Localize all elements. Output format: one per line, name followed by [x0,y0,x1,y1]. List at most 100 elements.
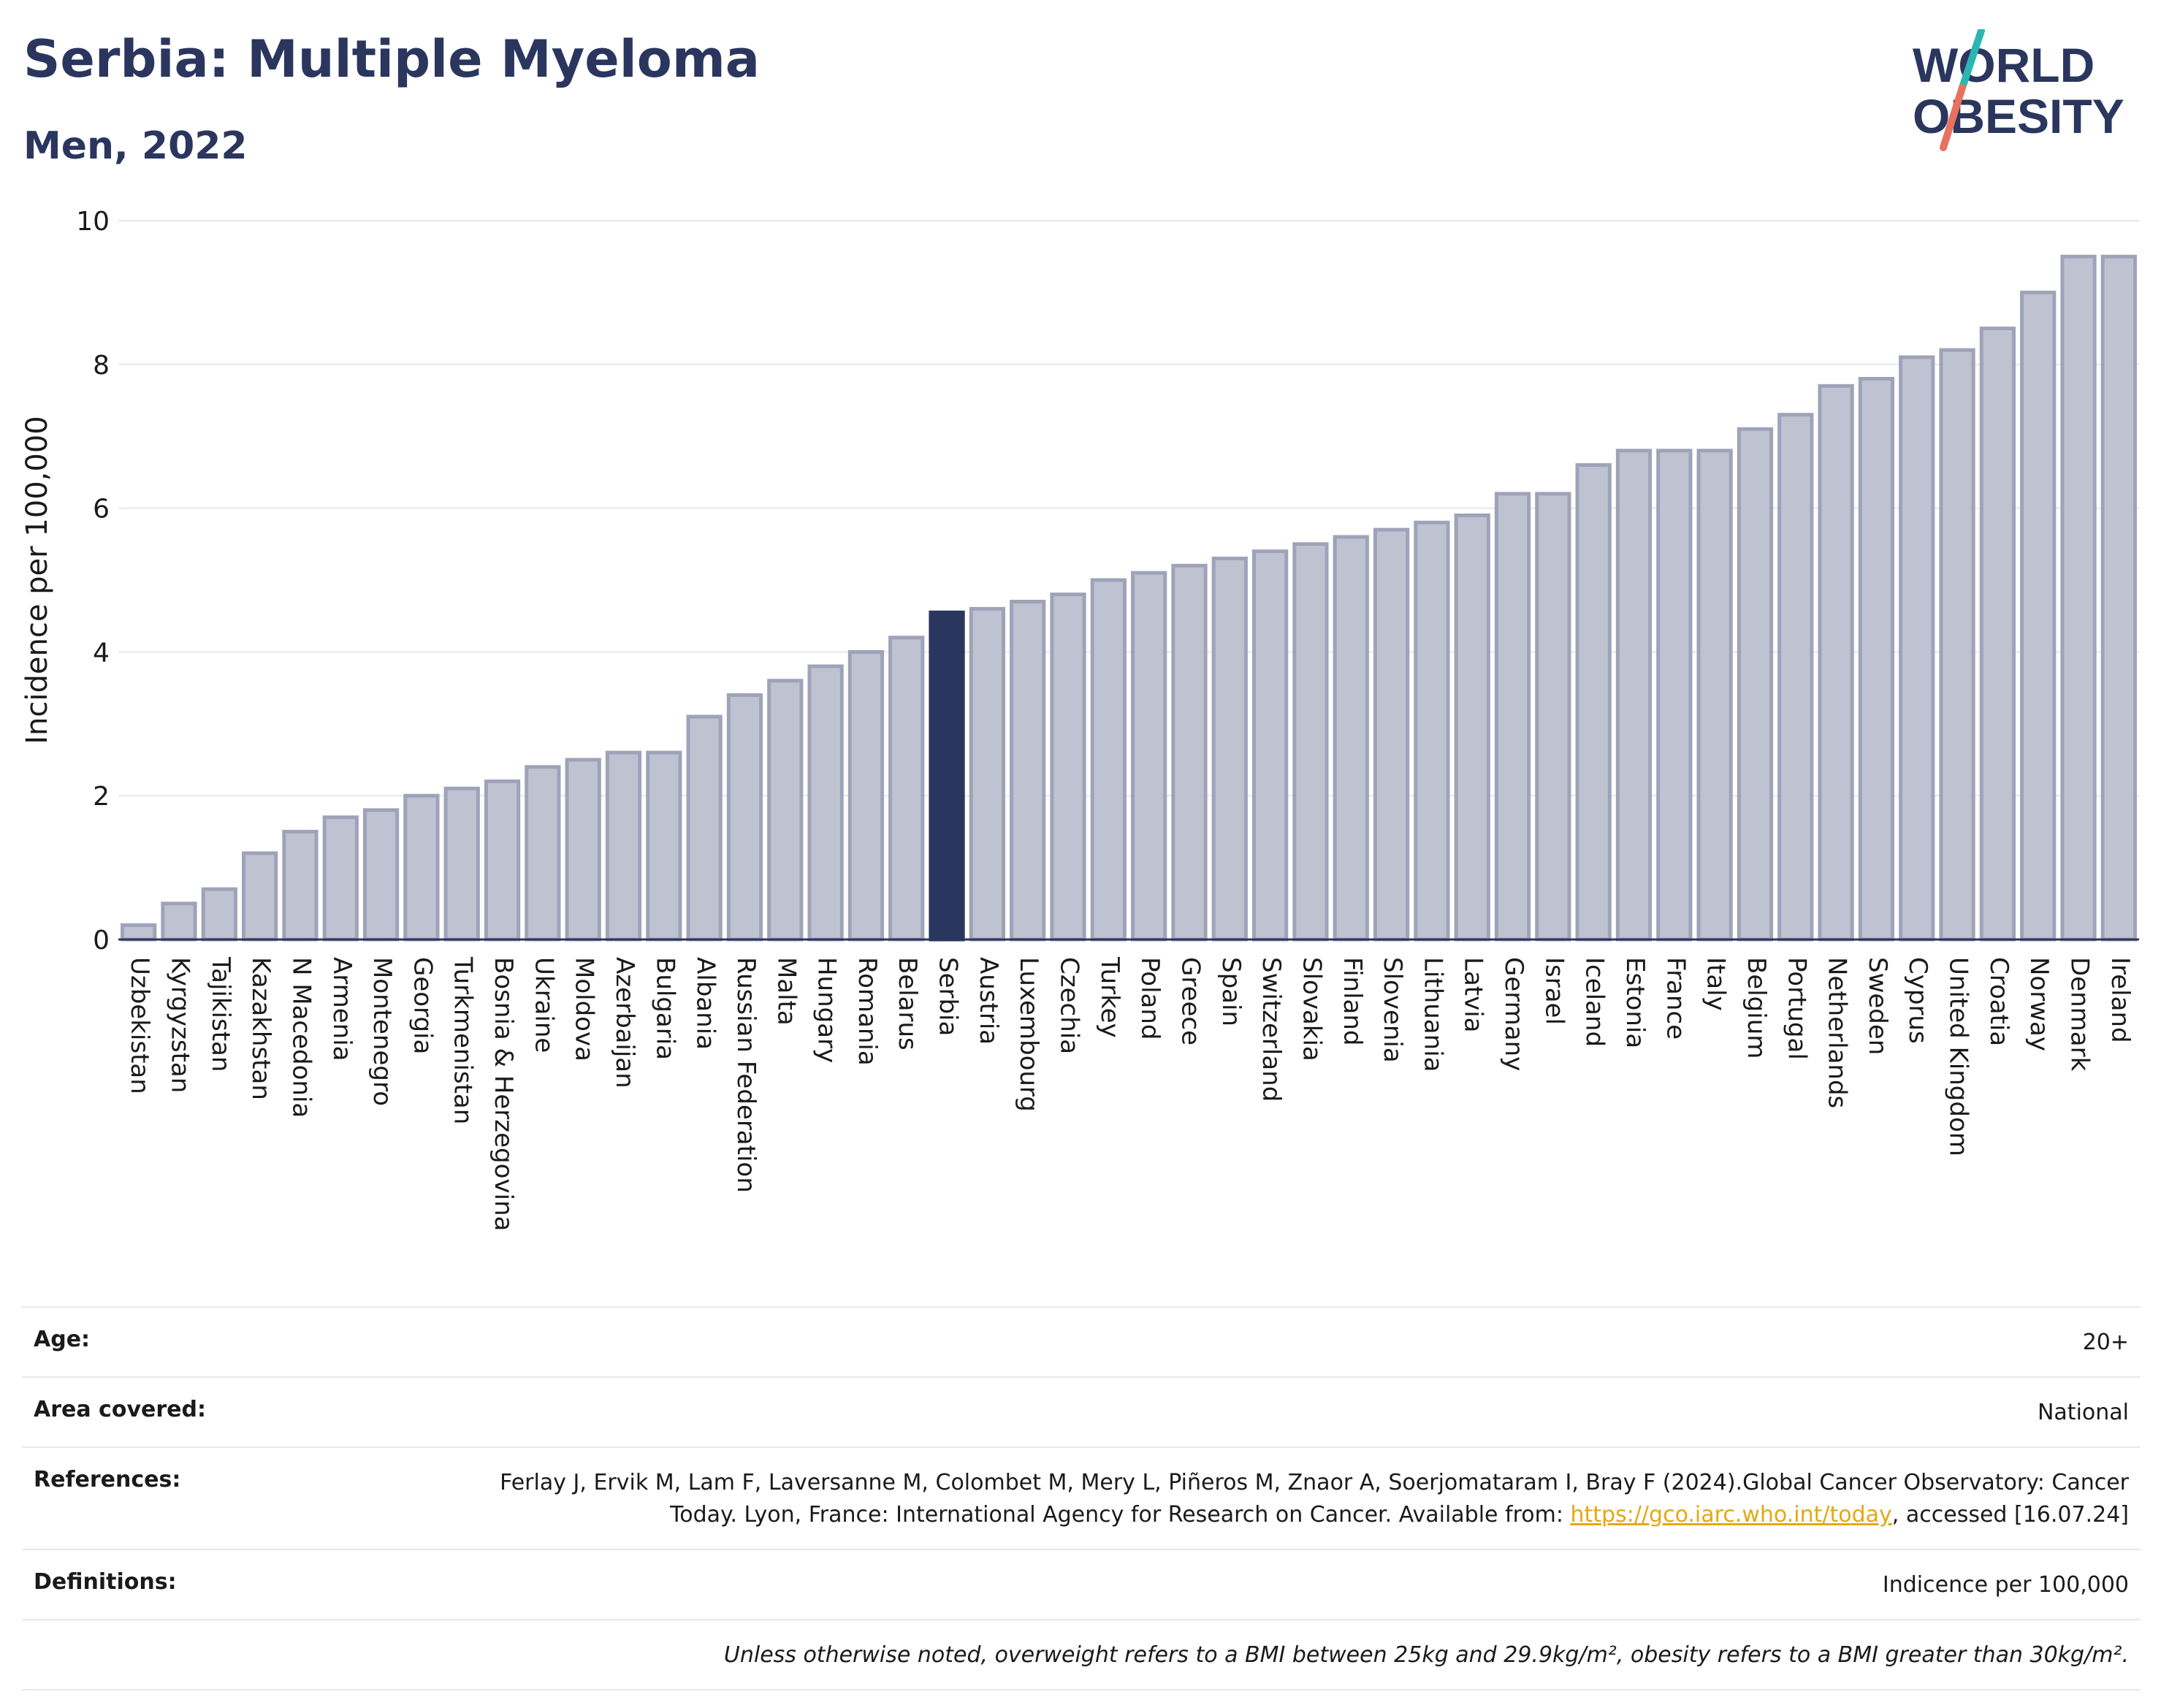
age-value: 20+ [2082,1330,2129,1355]
references-label: References: [34,1467,181,1492]
bar [1494,492,1531,942]
x-tick-label: Czechia [1055,957,1084,1054]
bar [1251,549,1289,942]
x-tick-label: Denmark [2065,957,2095,1072]
page-title: Serbia: Multiple Myeloma [23,29,761,89]
bar [969,606,1006,942]
bar [1373,527,1410,942]
x-tick-label: Estonia [1620,957,1650,1048]
bar [2100,254,2137,942]
bar [1899,355,1935,942]
y-tick-label: 8 [93,351,110,381]
bar [888,636,925,942]
x-tick-label: Belgium [1742,957,1771,1059]
y-tick-label: 6 [93,495,110,525]
bar [1050,592,1086,942]
x-tick-label: Tajikistan [206,956,235,1072]
bar [767,679,804,942]
bar [1979,327,2016,942]
bar [322,815,359,942]
x-tick-label: Russian Federation [731,957,761,1193]
bar [403,793,440,942]
bar [1454,513,1490,942]
logo-slash-bottom [1940,84,1966,151]
x-tick-label: Switzerland [1257,957,1286,1102]
metadata-table: Age: 20+ Area covered: National Referenc… [22,1306,2141,1690]
bar [807,664,844,942]
x-tick-labels: Uzbekistan Kyrgyzstan Tajikistan Kazakhstan… [125,956,2135,1231]
bar [1171,563,1208,942]
y-axis-label: Incidence per 100,000 [20,416,54,744]
x-tick-label: Latvia [1459,957,1488,1033]
x-tick-label: Greece [1175,957,1205,1045]
bar [121,923,157,942]
x-tick-label: Uzbekistan [125,957,154,1094]
bar [1858,376,1895,942]
bar [565,758,601,942]
x-tick-label: Georgia [408,957,437,1054]
bar [1818,384,1854,942]
x-tick-label: Slovenia [1378,957,1407,1063]
x-tick-label: N Macedonia [286,957,316,1118]
bar [282,829,319,942]
x-tick-label: Romania [853,957,882,1066]
bar [1696,449,1733,942]
x-tick-label: Ireland [2105,957,2135,1043]
bar [1090,578,1127,942]
x-tick-label: Poland [1135,957,1165,1040]
area-label: Area covered: [34,1397,206,1422]
x-tick-label: Luxembourg [1014,957,1043,1112]
world-obesity-logo: WORLD OBESITY [1913,29,2124,151]
bar [161,901,197,942]
bar [847,649,885,942]
bar [525,765,561,942]
logo-slash-top [1959,29,1985,91]
bar [646,750,682,942]
bar [1010,600,1046,942]
bar [1656,449,1693,942]
x-tick-label: United Kingdom [1944,957,1973,1156]
x-tick-label: France [1661,957,1690,1040]
x-tick-label: Malta [771,957,801,1026]
x-tick-label: Croatia [1984,957,2013,1046]
x-tick-label: Turkey [1095,956,1124,1038]
x-tick-label: Armenia [327,957,357,1061]
bar [1292,542,1329,942]
logo-line1: WORLD [1913,38,2095,92]
bar-highlight [929,610,965,942]
bar [1777,413,1814,942]
x-tick-label: Germany [1499,957,1528,1071]
references-value: Ferlay J, Ervik M, Lam F, Laversanne M, … [449,1467,2129,1531]
x-tick-label: Norway [2024,957,2054,1051]
x-tick-label: Kazakhstan [246,957,275,1100]
y-tick-label: 4 [93,638,110,668]
references-text-2: , accessed [16.07.24] [1891,1502,2129,1528]
meta-row-area: Area covered: National [22,1376,2141,1446]
x-tick-label: Netherlands [1823,957,1852,1108]
y-tick-label: 2 [93,782,110,812]
definitions-label: Definitions: [34,1569,177,1595]
bar [443,786,480,942]
x-tick-label: Hungary [812,957,842,1063]
x-tick-label: Portugal [1782,957,1811,1060]
bar [1737,427,1774,942]
bar [1575,463,1612,942]
bar [726,693,763,942]
bar [1535,492,1571,942]
area-value: National [2037,1400,2129,1425]
x-tick-label: Montenegro [367,957,397,1106]
bar [605,750,642,942]
meta-row-references: References: Ferlay J, Ervik M, Lam F, La… [22,1446,2141,1549]
x-tick-label: Ukraine [529,957,558,1053]
x-tick-label: Italy [1701,957,1731,1011]
references-link[interactable]: https://gco.iarc.who.int/today [1570,1502,1892,1528]
x-tick-label: Serbia [934,957,963,1036]
bar [1211,556,1248,942]
bmi-note: Unless otherwise noted, overweight refer… [723,1642,2129,1668]
x-tick-label: Finland [1338,957,1367,1046]
x-tick-label: Israel [1539,957,1569,1025]
references-text-1: Ferlay J, Ervik M, Lam F, Laversanne M, … [500,1470,2129,1528]
y-tick-label: 0 [93,926,110,956]
bar [362,808,400,942]
x-tick-label: Moldova [570,957,599,1061]
